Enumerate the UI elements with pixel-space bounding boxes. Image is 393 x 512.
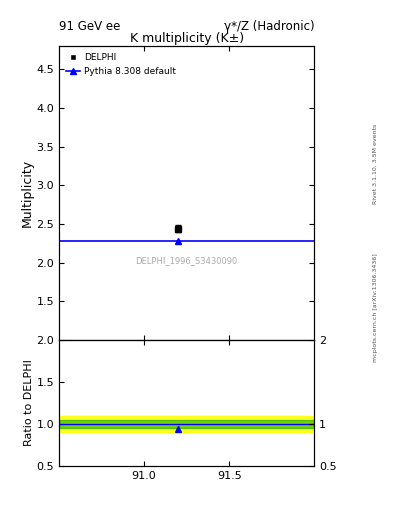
Text: γ*/Z (Hadronic): γ*/Z (Hadronic) — [224, 20, 314, 33]
Text: mcplots.cern.ch [arXiv:1306.3436]: mcplots.cern.ch [arXiv:1306.3436] — [373, 253, 378, 361]
Bar — [59, 416, 314, 432]
Y-axis label: Ratio to DELPHI: Ratio to DELPHI — [24, 359, 33, 446]
Text: 91 GeV ee: 91 GeV ee — [59, 20, 120, 33]
Text: Rivet 3.1.10, 3.5M events: Rivet 3.1.10, 3.5M events — [373, 124, 378, 204]
Text: DELPHI_1996_S3430090: DELPHI_1996_S3430090 — [136, 256, 238, 265]
Legend: DELPHI, Pythia 8.308 default: DELPHI, Pythia 8.308 default — [63, 51, 179, 78]
Title: K multiplicity (K±): K multiplicity (K±) — [130, 32, 244, 45]
Bar — [59, 420, 314, 428]
Y-axis label: Multiplicity: Multiplicity — [20, 159, 33, 227]
